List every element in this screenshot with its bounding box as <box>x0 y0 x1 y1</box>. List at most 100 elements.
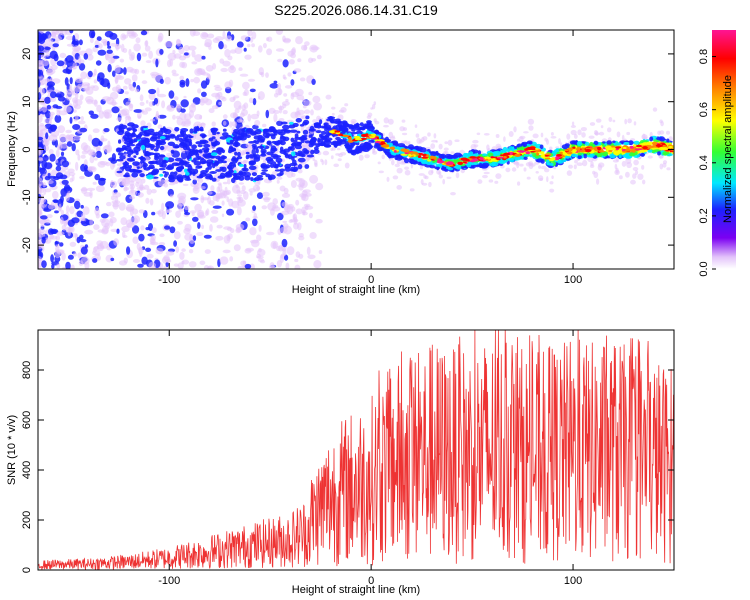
spectrogram-cell <box>139 173 145 178</box>
spectrogram-cell <box>634 148 643 151</box>
spectrogram-cell <box>283 129 291 134</box>
spectrogram-cell <box>178 208 184 212</box>
spectrogram-cell <box>300 115 304 120</box>
spectrogram-cell <box>248 97 254 104</box>
spectrogram-cell <box>659 136 665 142</box>
spectrogram-cell <box>194 54 203 62</box>
spectrogram-cell <box>177 262 184 269</box>
spectrogram-cell <box>576 141 583 146</box>
spectrogram-cell <box>536 152 540 156</box>
spectrogram-cell <box>289 129 298 133</box>
spectrogram-cell <box>330 141 335 146</box>
spectrogram-cell <box>642 179 646 185</box>
spectrogram-cell <box>252 98 257 106</box>
spectrogram-cell <box>668 146 673 149</box>
spectrogram-cell <box>187 168 195 172</box>
spectrogram-cell <box>249 88 256 93</box>
spectrogram-cell <box>502 146 508 153</box>
spectrogram-cell <box>588 135 595 139</box>
spectrogram-cell <box>77 154 81 161</box>
spectrogram-cell <box>38 197 46 204</box>
spectrogram-cell <box>40 59 50 67</box>
spectrogram-cell <box>408 144 414 150</box>
spectrogram-cell <box>144 45 151 52</box>
spectrogram-cell <box>228 146 234 150</box>
spectrogram-cell <box>324 159 328 166</box>
spectrogram-cell <box>189 128 194 134</box>
spectrogram-cell <box>204 249 211 255</box>
spectrogram-cell <box>347 124 354 128</box>
spectrogram-cell <box>301 182 305 187</box>
spectrogram-cell <box>141 109 145 113</box>
spectrogram-cell <box>266 37 270 42</box>
spectrogram-cell <box>564 149 569 152</box>
spectrogram-cell <box>104 30 114 38</box>
spectrogram-cell <box>218 101 223 106</box>
spectrogram-cell <box>239 73 249 77</box>
spectrogram-cell <box>177 220 183 225</box>
spectrogram-cell <box>281 193 291 198</box>
spectrogram-cell <box>38 92 42 100</box>
spectrogram-cell <box>108 56 115 64</box>
spectrogram-cell <box>118 109 128 117</box>
spectrogram-cell <box>59 216 64 225</box>
spectrogram-cell <box>281 210 290 216</box>
spectrogram-cell <box>283 187 289 194</box>
spectrogram-cell <box>222 249 231 254</box>
spectrogram-cell <box>222 120 227 126</box>
spectrogram-cell <box>270 163 274 168</box>
spectrogram-cell <box>40 223 45 228</box>
spectrogram-cell <box>540 154 545 158</box>
spectrogram-cell <box>153 148 159 152</box>
spectrogram-cell <box>47 173 51 177</box>
spectrogram-cell <box>89 37 94 44</box>
spectrogram-cell <box>158 32 164 42</box>
spectrogram-cell <box>447 139 453 146</box>
spectrogram-cell <box>495 143 502 149</box>
spectrogram-cell <box>612 159 620 163</box>
spectrogram-cell <box>51 264 55 269</box>
spectrogram-cell <box>292 214 296 220</box>
spectrogram-cell <box>582 159 588 167</box>
spectrogram-cell <box>546 159 550 165</box>
spectrogram-cell <box>571 153 578 158</box>
spectrogram-cell <box>285 262 290 269</box>
spectrogram-cell <box>430 143 436 150</box>
spectrogram-cell <box>546 139 549 145</box>
spectrogram-cell <box>181 138 188 141</box>
spectrogram-cell <box>311 58 317 62</box>
spectrogram-cell <box>242 81 250 90</box>
spectrogram-cell <box>235 184 239 189</box>
spectrogram-cell <box>228 164 235 170</box>
spectrogram-cell <box>468 158 473 160</box>
spectrogram-cell <box>132 81 137 88</box>
spectrogram-cell <box>172 144 180 149</box>
spectrogram-cell <box>216 131 220 135</box>
spectrogram-cell <box>411 154 416 156</box>
spectrogram-cell <box>614 169 620 175</box>
spectrogram-cell <box>181 121 186 127</box>
spectrogram-cell <box>237 265 245 269</box>
spectrogram-cell <box>566 170 573 176</box>
spectrogram-cell <box>54 241 60 245</box>
spectrogram-cell <box>185 171 190 176</box>
spectrogram-cell <box>511 167 517 172</box>
spectrogram-cell <box>201 91 207 98</box>
colorbar-ticks: 0.0 0.2 0.4 0.6 0.8 <box>698 49 716 277</box>
spectrogram-cell <box>125 119 128 125</box>
spectrogram-cell <box>94 207 100 216</box>
spectrogram-cell <box>219 58 225 64</box>
spectrogram-cell <box>89 155 95 164</box>
spectrogram-cell <box>133 43 141 52</box>
spectrogram-cell <box>288 121 294 125</box>
spectrogram-cell <box>312 95 321 103</box>
spectrogram-cell <box>243 191 249 200</box>
spectrogram-cell <box>86 54 94 61</box>
spectrogram-cell <box>454 139 460 142</box>
spectrogram-cell <box>129 217 139 225</box>
spectrogram-cell <box>396 185 403 190</box>
spectrogram-x-label: Height of straight line (km) <box>292 284 420 296</box>
spectrogram-cell <box>269 262 275 269</box>
spectrogram-cell <box>323 122 329 126</box>
spectrogram-cell <box>39 75 44 84</box>
